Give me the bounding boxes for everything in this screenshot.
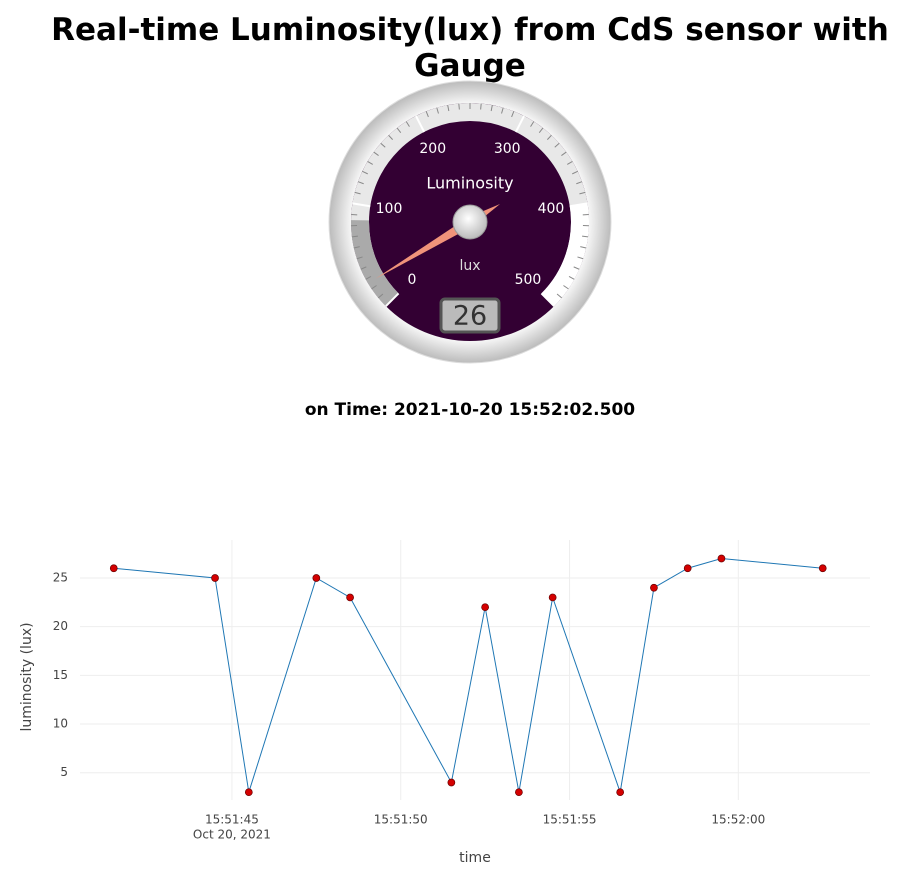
line: [113, 557, 823, 793]
gauge-value-box: [439, 297, 501, 334]
y-tick-label: 10: [53, 717, 68, 731]
gauge-minor-tick: [371, 285, 377, 290]
y-tick-label: 5: [60, 765, 68, 779]
gauge-minor-tick: [577, 256, 584, 260]
x-tick-label: 15:51:45: [205, 813, 259, 827]
gauge-tick: [415, 115, 426, 133]
y-tick-label: 20: [53, 619, 68, 633]
marker: [447, 778, 456, 787]
gauge-tick-label: 400: [538, 201, 565, 217]
x-date-label: Oct 20, 2021: [193, 828, 271, 842]
gauge-minor-tick: [501, 107, 504, 114]
gauge-tick: [385, 292, 400, 307]
y-tick-label: 15: [53, 668, 68, 682]
gauge-minor-tick: [362, 170, 368, 175]
marker: [616, 788, 625, 797]
gauge-minor-tick: [351, 235, 358, 238]
marker: [717, 554, 726, 563]
x-tick-label: 15:51:50: [374, 813, 428, 827]
gauge-minor-tick: [458, 103, 460, 110]
gauge-minor-tick: [530, 121, 535, 127]
time-text: on Time: 2021-10-20 15:52:02.500: [304, 400, 636, 420]
gauge-minor-tick: [425, 111, 429, 118]
x-tick-label: 15:51:55: [543, 813, 597, 827]
marker: [650, 583, 658, 592]
gauge-tick: [540, 292, 555, 307]
gauge-minor-tick: [568, 276, 575, 280]
gauge-minor-tick: [405, 121, 410, 127]
gauge-minor-tick: [365, 276, 372, 280]
gauge-band-high: [541, 203, 589, 307]
gauge-minor-tick: [353, 246, 360, 249]
gauge-tick-label: 100: [376, 201, 403, 217]
gauge-minor-tick: [356, 256, 363, 260]
gauge-tick: [569, 202, 588, 208]
gauge-tick: [352, 202, 371, 208]
gauge-tick-label: 300: [494, 141, 521, 157]
gauge-minor-tick: [354, 191, 361, 195]
gauge-title: Luminosity: [426, 174, 513, 193]
marker: [515, 788, 523, 797]
gauge-minor-tick: [561, 151, 567, 156]
gauge-minor-tick: [580, 246, 587, 249]
marker: [481, 603, 489, 612]
marker: [548, 593, 557, 602]
x-tick-label: 15:52:00: [711, 813, 765, 827]
gauge-minor-tick: [436, 107, 439, 114]
marker: [211, 574, 219, 582]
gauge-minor-tick: [554, 142, 560, 148]
gauge-minor-tick: [373, 151, 379, 156]
gauge-minor-tick: [360, 266, 367, 270]
gauge-minor-tick: [563, 285, 569, 290]
gauge-minor-tick: [367, 160, 373, 165]
page-title: Real-time Luminosity(lux) from CdS senso…: [51, 12, 889, 84]
gauge-tick-label: 200: [419, 141, 446, 157]
y-tick-label: 25: [53, 570, 68, 584]
gauge-minor-tick: [357, 181, 364, 185]
marker: [683, 564, 692, 573]
gauge-minor-tick: [511, 111, 515, 118]
gauge-minor-tick: [579, 191, 586, 195]
marker: [346, 593, 354, 602]
marker: [818, 564, 827, 573]
y-axis-title: luminosity (lux): [19, 622, 35, 731]
gauge-minor-tick: [538, 127, 544, 134]
gauge-band-low: [351, 220, 399, 307]
gauge-minor-tick: [567, 160, 573, 165]
gauge-minor-tick: [546, 134, 552, 140]
gauge-value: 26: [453, 301, 487, 332]
gauge-minor-tick: [576, 181, 583, 185]
marker: [244, 788, 253, 797]
gauge-minor-tick: [556, 293, 563, 299]
gauge-minor-tick: [573, 266, 580, 270]
gauge-minor-tick: [380, 142, 386, 148]
gauge-minor-tick: [377, 293, 384, 299]
gauge-unit: lux: [459, 258, 480, 274]
gauge-minor-tick: [582, 235, 589, 238]
gauge-minor-tick: [396, 127, 402, 134]
gauge-knob: [452, 204, 488, 240]
marker: [312, 574, 321, 582]
gauge-minor-tick: [447, 105, 450, 112]
marker: [109, 564, 118, 573]
gauge-tick-label: 500: [515, 272, 542, 288]
gauge-minor-tick: [480, 103, 482, 110]
gauge-tick: [514, 115, 525, 133]
gauge-minor-tick: [572, 170, 578, 175]
x-axis-title: time: [459, 850, 491, 866]
gauge-minor-tick: [388, 134, 394, 140]
gauge-tick-label: 0: [408, 272, 417, 288]
gauge-minor-tick: [490, 105, 493, 112]
